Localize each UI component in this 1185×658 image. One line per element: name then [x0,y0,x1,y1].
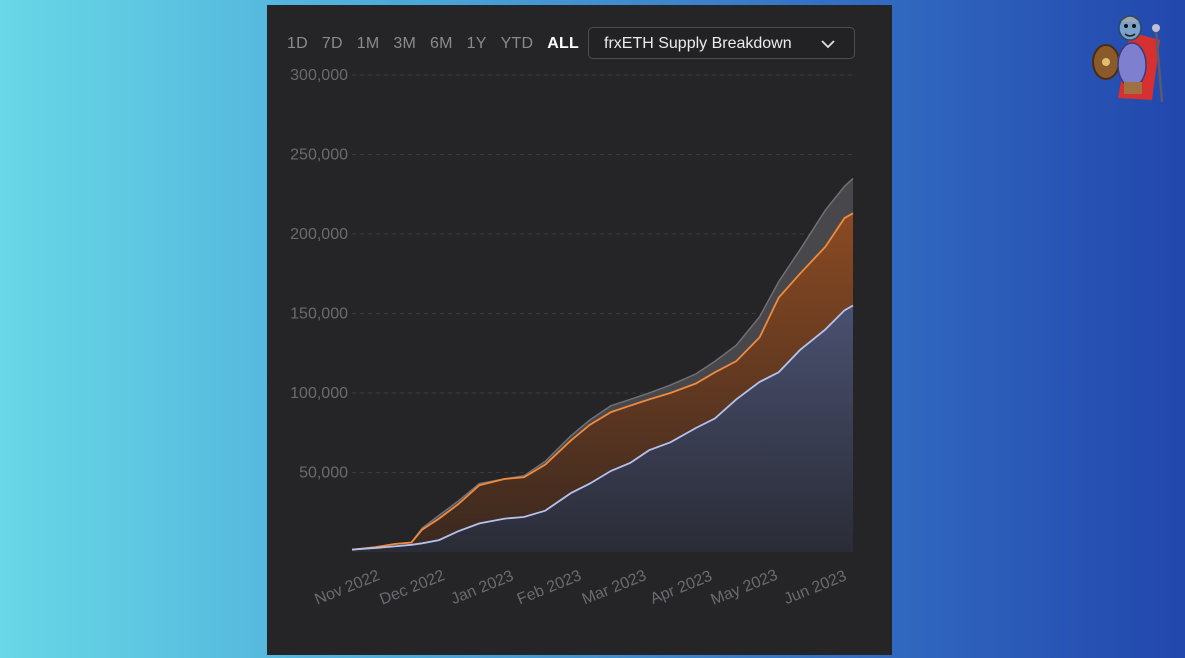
x-tick-label: Dec 2022 [377,567,447,608]
series-line-blue [351,304,854,551]
series-area-blue [352,305,853,552]
range-button-1y[interactable]: 1Y [466,35,487,52]
x-tick-label: Jun 2023 [782,568,850,608]
y-tick-label: 100,000 [290,385,348,402]
dropdown-selected-label: frxETH Supply Breakdown [604,35,792,52]
x-tick-label: Apr 2023 [648,568,715,608]
y-tick-label: 150,000 [290,306,348,323]
range-button-ytd[interactable]: YTD [500,35,534,52]
x-tick-label: May 2023 [709,567,781,609]
armored-warrior-mascot-icon [1092,15,1164,103]
x-tick-label: Jan 2023 [449,568,517,608]
y-tick-label: 200,000 [290,226,348,243]
series-line-total [351,177,854,551]
range-button-1m[interactable]: 1M [356,35,380,52]
range-button-all[interactable]: ALL [547,35,579,52]
range-button-6m[interactable]: 6M [430,35,453,52]
series-line-orange [351,212,854,551]
range-button-1d[interactable]: 1D [287,35,308,52]
chart-type-dropdown[interactable]: frxETH Supply Breakdown [588,27,855,59]
series-area-orange [352,213,853,550]
y-tick-label: 50,000 [299,465,348,482]
chevron-down-icon [820,37,836,55]
x-tick-label: Mar 2023 [580,567,649,608]
time-range-selector: 1D 7D 1M 3M 6M 1Y YTD ALL [287,34,593,54]
series-lines [351,177,854,551]
range-button-3m[interactable]: 3M [393,35,416,52]
series-areas [352,178,853,552]
y-axis: 300,000 250,000 200,000 150,000 100,000 50,00… [290,67,348,482]
y-tick-label: 300,000 [290,67,348,84]
range-button-7d[interactable]: 7D [321,35,343,52]
x-tick-label: Feb 2023 [515,567,584,608]
y-tick-label: 250,000 [290,147,348,164]
x-tick-label: Nov 2022 [312,567,382,608]
